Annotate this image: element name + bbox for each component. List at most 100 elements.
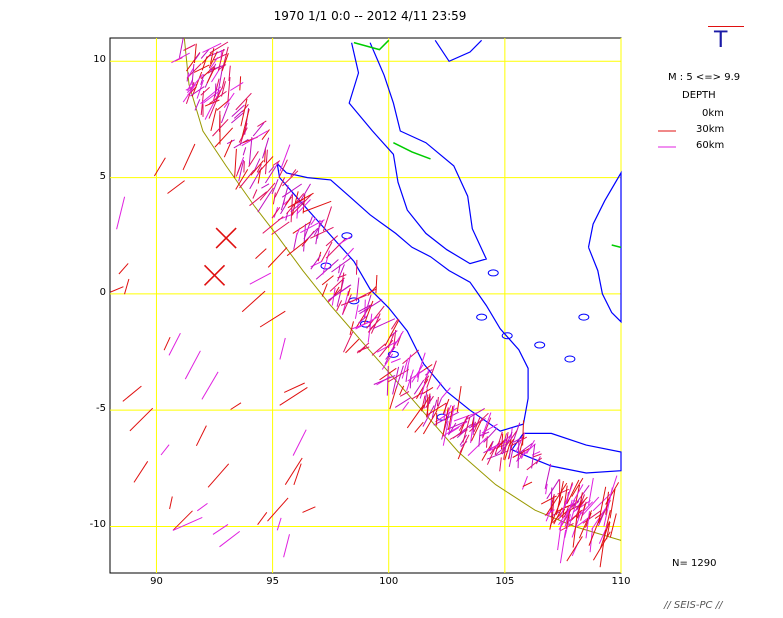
event-line bbox=[456, 429, 467, 438]
event-line bbox=[605, 491, 609, 515]
country-border bbox=[393, 142, 431, 160]
event-line bbox=[209, 57, 219, 70]
event-line bbox=[283, 382, 305, 393]
event-line bbox=[210, 107, 217, 132]
event-line bbox=[200, 74, 205, 85]
event-line bbox=[200, 86, 210, 96]
event-line bbox=[411, 391, 424, 400]
event-line bbox=[201, 88, 223, 105]
event-line bbox=[401, 358, 409, 379]
depth-legend-lines bbox=[658, 114, 676, 148]
event-line bbox=[545, 508, 552, 522]
event-line bbox=[358, 315, 368, 324]
event-line bbox=[242, 147, 247, 156]
event-line bbox=[296, 199, 311, 215]
event-line bbox=[571, 477, 584, 497]
event-line bbox=[264, 162, 279, 184]
event-line bbox=[279, 144, 291, 172]
event-line bbox=[566, 479, 580, 504]
event-line bbox=[252, 189, 258, 199]
event-line bbox=[207, 463, 230, 488]
event-line bbox=[191, 71, 203, 97]
coastline-segment bbox=[587, 170, 622, 324]
event-line bbox=[302, 506, 316, 513]
event-line bbox=[327, 284, 352, 302]
event-line bbox=[441, 387, 451, 399]
event-line bbox=[290, 200, 305, 212]
event-line bbox=[252, 122, 265, 137]
event-line bbox=[424, 369, 433, 376]
event-line bbox=[258, 156, 274, 173]
event-line bbox=[284, 457, 303, 485]
event-line bbox=[566, 509, 584, 524]
event-line bbox=[516, 442, 533, 456]
event-line bbox=[340, 294, 367, 306]
event-line bbox=[195, 425, 207, 447]
event-line bbox=[271, 207, 281, 219]
island-outline bbox=[578, 313, 590, 321]
event-line bbox=[241, 108, 250, 138]
event-line bbox=[193, 64, 210, 73]
event-line bbox=[406, 404, 425, 429]
event-line bbox=[209, 64, 225, 71]
event-line bbox=[172, 510, 193, 531]
event-line bbox=[200, 48, 210, 59]
event-line bbox=[338, 236, 352, 246]
country-border bbox=[353, 39, 390, 51]
event-line bbox=[426, 360, 437, 388]
event-line bbox=[606, 521, 611, 540]
event-line bbox=[230, 402, 242, 410]
grid-lines bbox=[110, 38, 622, 573]
event-line bbox=[603, 487, 613, 527]
event-line bbox=[553, 507, 563, 525]
event-line bbox=[267, 247, 288, 268]
event-line bbox=[256, 163, 262, 173]
event-line bbox=[572, 500, 591, 513]
event-line bbox=[563, 506, 569, 518]
event-line bbox=[581, 496, 600, 516]
event-line bbox=[609, 488, 616, 519]
event-line bbox=[183, 44, 196, 51]
event-line bbox=[122, 385, 142, 402]
event-line bbox=[519, 449, 525, 457]
event-line bbox=[259, 310, 286, 328]
event-line bbox=[423, 375, 430, 384]
coastline bbox=[276, 39, 622, 474]
event-line bbox=[591, 508, 606, 530]
event-line bbox=[303, 223, 306, 252]
event-line bbox=[438, 398, 442, 406]
event-line bbox=[317, 219, 321, 239]
event-line bbox=[515, 443, 536, 462]
event-line bbox=[202, 42, 222, 53]
event-line bbox=[216, 98, 231, 111]
event-line bbox=[204, 99, 220, 107]
event-line bbox=[219, 531, 241, 548]
event-line bbox=[239, 169, 255, 189]
event-line bbox=[384, 319, 400, 347]
event-line bbox=[609, 513, 617, 538]
event-line bbox=[370, 318, 381, 330]
island-outline bbox=[501, 332, 513, 340]
event-line bbox=[517, 438, 520, 469]
event-line bbox=[257, 187, 274, 213]
event-line bbox=[469, 412, 489, 432]
island-outline bbox=[564, 355, 576, 363]
event-line bbox=[240, 98, 248, 127]
event-line bbox=[342, 294, 352, 315]
event-line bbox=[413, 379, 425, 395]
event-line bbox=[194, 52, 201, 61]
trench-curve bbox=[183, 37, 622, 541]
event-line bbox=[271, 179, 279, 195]
event-line bbox=[257, 120, 267, 127]
event-line bbox=[390, 318, 399, 330]
event-line bbox=[556, 480, 564, 515]
event-line bbox=[429, 395, 431, 404]
event-line bbox=[577, 492, 583, 519]
event-line bbox=[479, 431, 490, 437]
event-line bbox=[321, 275, 334, 286]
event-line bbox=[168, 332, 181, 356]
event-line bbox=[442, 398, 450, 414]
coastline-segment bbox=[276, 163, 529, 432]
event-line bbox=[249, 272, 272, 285]
